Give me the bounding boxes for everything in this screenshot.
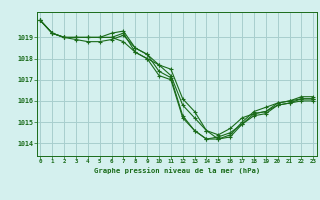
X-axis label: Graphe pression niveau de la mer (hPa): Graphe pression niveau de la mer (hPa) [94, 167, 260, 174]
